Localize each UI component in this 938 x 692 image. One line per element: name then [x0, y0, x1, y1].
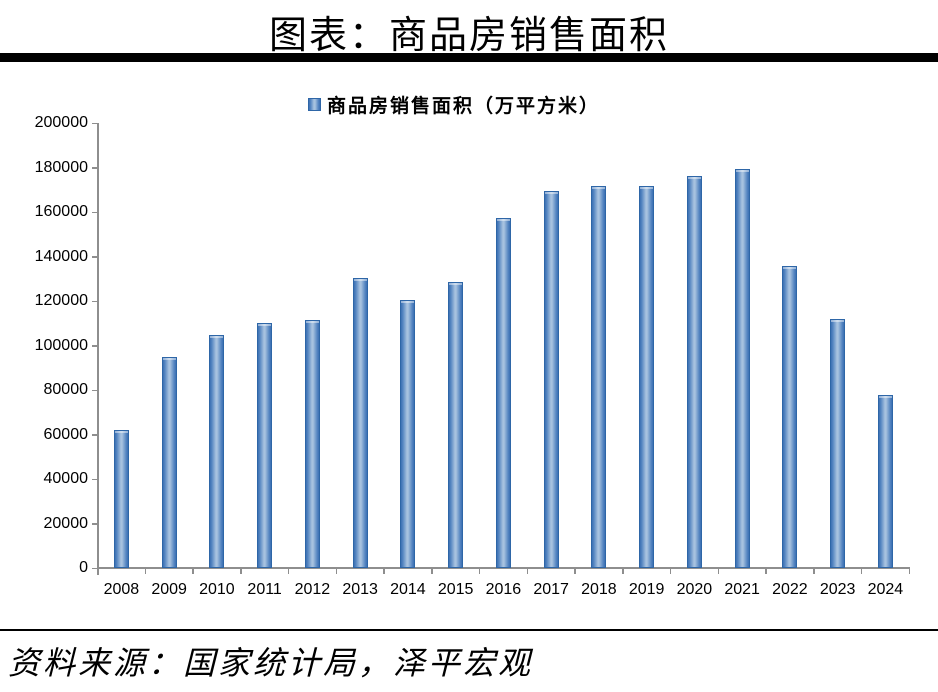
x-axis-tick — [431, 569, 433, 574]
y-axis-tick — [91, 300, 97, 302]
x-axis-label-2021: 2021 — [724, 581, 760, 598]
bar-2011 — [257, 323, 273, 568]
legend: 商品房销售面积（万平方米） — [308, 91, 600, 118]
bar-2010 — [209, 334, 225, 568]
x-axis-tick — [717, 569, 719, 574]
x-axis-tick — [240, 569, 242, 574]
y-axis-tick — [91, 345, 97, 347]
bar-2015 — [448, 282, 464, 568]
bar-2013 — [352, 277, 368, 568]
x-axis-tick — [908, 569, 910, 574]
y-axis-tick — [91, 567, 97, 569]
bar-2012 — [304, 320, 320, 568]
footer-divider — [0, 629, 938, 631]
bar-2023 — [830, 319, 846, 568]
x-axis-tick — [622, 569, 624, 574]
x-axis-label-2016: 2016 — [485, 581, 522, 598]
y-axis-label: 180000 — [34, 158, 88, 176]
y-axis-label: 20000 — [43, 514, 89, 532]
x-axis-label-2008: 2008 — [103, 581, 140, 598]
x-axis-label-2023: 2023 — [819, 581, 856, 598]
legend-series-label: 商品房销售面积（万平方米） — [327, 96, 601, 117]
x-axis-line — [96, 567, 911, 569]
y-axis-tick — [91, 434, 97, 436]
y-axis-label: 40000 — [43, 470, 89, 487]
x-axis-label-2018: 2018 — [581, 581, 617, 598]
x-axis-label-2013: 2013 — [342, 581, 378, 598]
x-axis-label-2014: 2014 — [390, 581, 426, 598]
x-axis-label-2020: 2020 — [676, 581, 713, 598]
x-axis-tick — [287, 569, 290, 574]
title-divider — [0, 53, 938, 62]
y-axis-tick — [91, 389, 97, 391]
x-axis-label-2011: 2011 — [247, 581, 282, 598]
y-axis-tick — [91, 167, 97, 169]
bar-2019 — [639, 186, 655, 568]
y-axis-label: 0 — [79, 559, 88, 576]
bar-2022 — [782, 265, 798, 568]
bar-2018 — [591, 186, 607, 568]
x-axis-label-2012: 2012 — [294, 581, 331, 598]
x-axis-tick — [96, 569, 99, 574]
y-axis-line — [96, 123, 99, 575]
y-axis-tick — [91, 122, 97, 124]
x-axis-label-2017: 2017 — [533, 581, 569, 598]
x-axis-tick — [765, 569, 767, 574]
source-note: 资料来源：国家统计局，泽平宏观 — [8, 645, 534, 681]
x-axis-tick — [574, 569, 576, 574]
bar-2014 — [400, 299, 416, 568]
x-axis-tick — [383, 569, 385, 574]
y-axis-label: 160000 — [34, 203, 88, 220]
bar-2020 — [686, 176, 702, 568]
bar-2021 — [734, 168, 750, 568]
x-axis-tick — [860, 569, 863, 574]
y-axis-tick — [91, 523, 97, 525]
x-axis-label-2019: 2019 — [628, 581, 665, 598]
x-axis-tick — [192, 569, 194, 574]
bar-2024 — [877, 394, 893, 568]
x-axis-tick — [144, 569, 146, 574]
y-axis-label: 140000 — [34, 247, 88, 265]
legend-series-marker-icon — [308, 98, 321, 111]
y-axis-label: 120000 — [34, 292, 88, 309]
x-axis-label-2015: 2015 — [437, 581, 474, 598]
y-axis-label: 200000 — [34, 114, 88, 131]
bar-2016 — [495, 217, 511, 568]
y-axis-tick — [91, 256, 97, 258]
bar-2009 — [161, 357, 177, 568]
y-axis-label: 60000 — [43, 425, 89, 443]
bar-2008 — [113, 429, 129, 568]
x-axis-label-2024: 2024 — [867, 581, 904, 598]
x-axis-tick — [813, 569, 815, 574]
x-axis-tick — [526, 569, 528, 574]
y-axis-tick — [91, 211, 97, 213]
bar-2017 — [543, 191, 559, 568]
y-axis-tick — [91, 478, 97, 480]
page-title: 图表：商品房销售面积 — [268, 15, 669, 57]
y-axis-label: 100000 — [34, 336, 88, 354]
y-axis-label: 80000 — [43, 381, 89, 398]
x-axis-tick — [669, 569, 672, 574]
x-axis-label-2010: 2010 — [199, 581, 235, 598]
x-axis-label-2022: 2022 — [772, 581, 808, 598]
x-axis-label-2009: 2009 — [151, 581, 187, 598]
x-axis-tick — [335, 569, 337, 574]
x-axis-tick — [478, 569, 481, 574]
